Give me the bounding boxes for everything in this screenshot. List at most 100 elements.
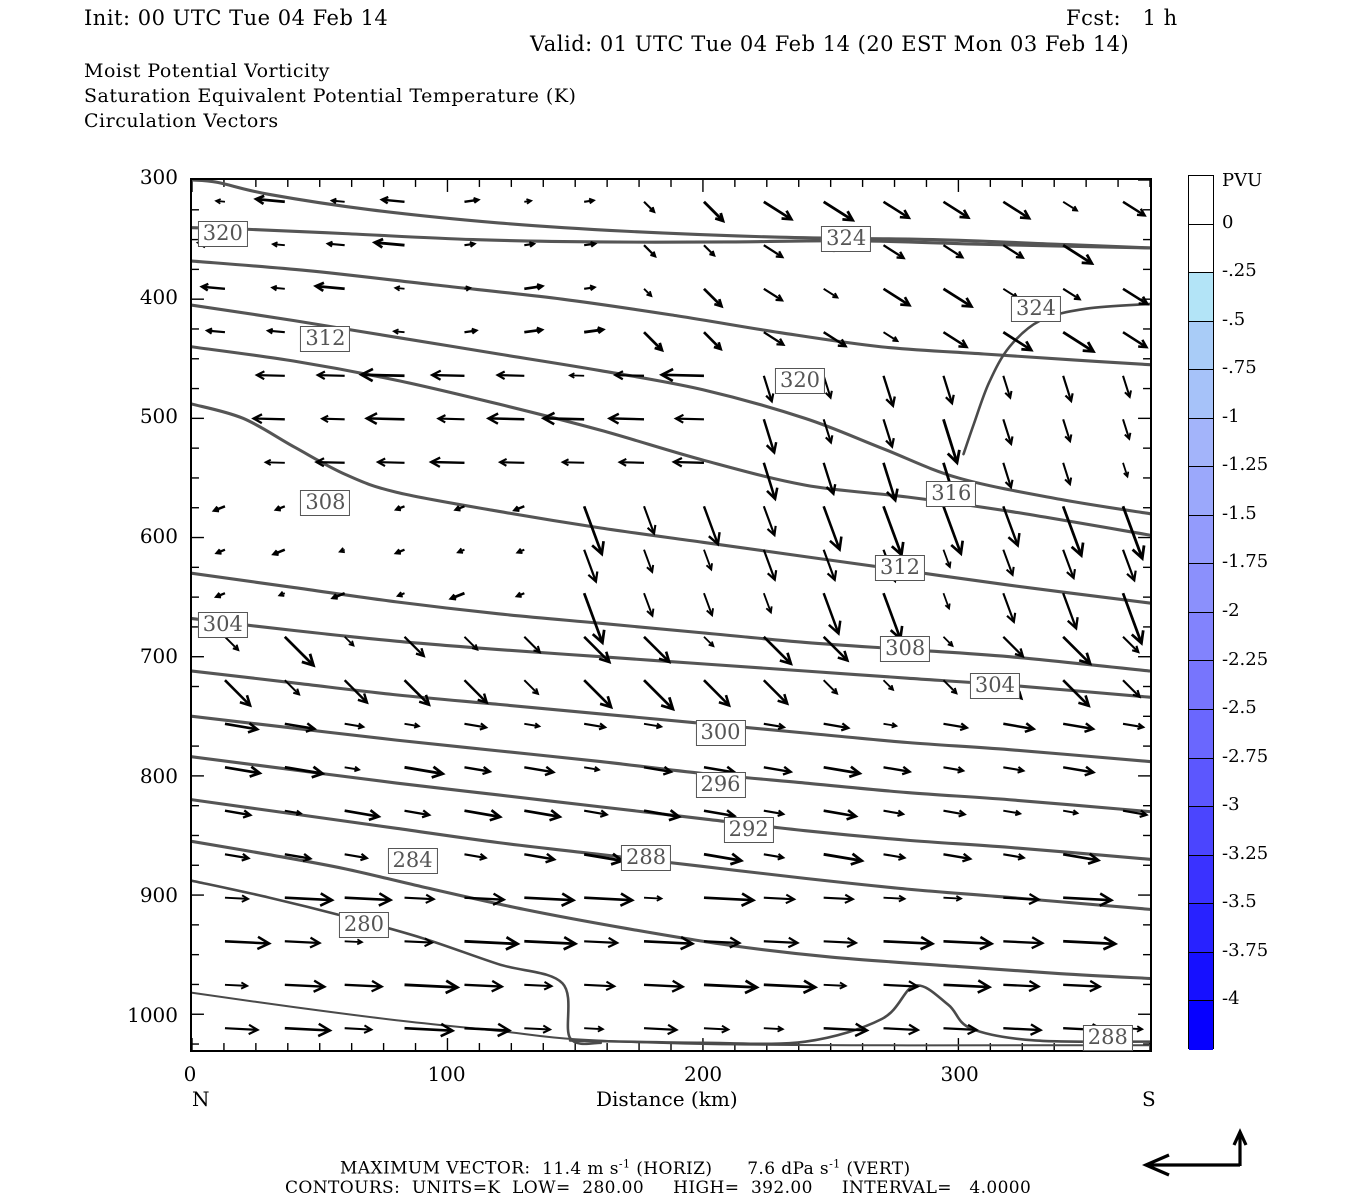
wind-vector [643, 592, 655, 618]
wind-vector [1003, 893, 1042, 906]
wind-vector [942, 636, 954, 648]
wind-vector [1063, 936, 1119, 951]
wind-vector [762, 505, 777, 538]
colorbar-cell [1189, 807, 1213, 856]
wind-vector [1002, 331, 1034, 352]
pvu-colorbar [1188, 175, 1214, 1050]
wind-vector [823, 1022, 870, 1038]
init-time-label: Init: 00 UTC Tue 04 Feb 14 [84, 6, 389, 30]
wind-vector [643, 679, 675, 712]
wind-vector [763, 287, 785, 302]
wind-vector [1062, 635, 1093, 666]
wind-vector [643, 244, 657, 259]
wind-vector [464, 285, 473, 292]
wind-vector [1121, 592, 1145, 646]
colorbar-tick-label: 0 [1222, 211, 1234, 233]
wind-vector [823, 765, 863, 779]
wind-vector [524, 852, 557, 864]
wind-vector [762, 375, 775, 404]
wind-vector [464, 853, 488, 861]
wind-vector [1062, 722, 1096, 733]
wind-vector [1122, 287, 1150, 306]
wind-vector [364, 412, 405, 425]
wind-vector [392, 328, 405, 335]
contour-units: UNITS=K [411, 1178, 501, 1198]
y-tick-label: 300 [139, 165, 178, 189]
wind-vector [404, 765, 446, 779]
wind-vector [1003, 766, 1026, 774]
wind-vector [762, 592, 773, 615]
y-tick-label: 500 [139, 404, 178, 429]
wind-vector [224, 679, 253, 708]
wind-vector [1062, 375, 1074, 404]
wind-vector [883, 765, 913, 776]
contour-label: 320 [774, 368, 826, 395]
x-tick-label: 300 [940, 1062, 979, 1086]
wind-vector [943, 809, 967, 818]
wind-vector [643, 331, 664, 353]
contour-label: 304 [969, 673, 1020, 700]
y-tick-label: 400 [139, 284, 178, 309]
wind-vector [224, 853, 251, 862]
up-arrow-icon [1232, 1128, 1248, 1166]
wind-vector [343, 679, 369, 705]
wind-vector [330, 591, 346, 600]
wind-vector [822, 462, 837, 497]
wind-vector [325, 240, 345, 248]
wind-vector [284, 809, 303, 816]
wind-vector [213, 592, 226, 599]
wind-vector [1002, 592, 1017, 624]
wind-vector [942, 549, 952, 569]
contour-line [962, 302, 1150, 456]
wind-vector [1003, 722, 1037, 734]
wind-vector [583, 326, 606, 335]
wind-vector [495, 370, 525, 381]
colorbar-cell [1189, 321, 1213, 371]
colorbar-tick-label: -2.75 [1222, 745, 1269, 767]
wind-vector [882, 331, 900, 343]
wind-vector [263, 458, 285, 466]
colorbar-tick-label: -2.5 [1222, 697, 1257, 719]
wind-vector [643, 809, 682, 822]
wind-vector [584, 765, 601, 773]
wind-vector [703, 636, 715, 648]
wind-vector [882, 462, 899, 503]
x-axis-left-endpoint-label: N [192, 1087, 210, 1111]
wind-vector [762, 679, 790, 706]
wind-vector [224, 809, 253, 819]
y-tick-label: 900 [139, 883, 178, 908]
wind-vector [1062, 330, 1096, 354]
forecast-hour-label: Fcst: 1 h [1066, 6, 1178, 30]
wind-vector [271, 548, 286, 557]
wind-vector [763, 809, 786, 817]
wind-vector [568, 372, 585, 379]
field-title-line-2: Saturation Equivalent Potential Temperat… [84, 85, 577, 107]
wind-vector [284, 852, 313, 863]
wind-vector [703, 331, 723, 352]
wind-vector [823, 981, 848, 990]
wind-vector [428, 456, 465, 468]
wind-vector [199, 282, 226, 292]
wind-vector [523, 679, 540, 696]
wind-vector [464, 765, 493, 776]
wind-vector [643, 288, 653, 298]
wind-vector [882, 200, 912, 220]
colorbar-cell [1189, 370, 1213, 419]
wind-vector [393, 548, 405, 555]
colorbar-tick-label: -2 [1222, 600, 1240, 621]
wind-vector [883, 809, 906, 817]
wind-vector [882, 287, 912, 307]
wind-vector [1122, 679, 1142, 699]
wind-vector [883, 853, 907, 861]
contour-label: 280 [338, 911, 389, 938]
wind-vector [1121, 505, 1146, 562]
wind-vector [320, 414, 345, 423]
wind-vector [456, 547, 465, 554]
wind-vector [1002, 418, 1014, 447]
contour-line [192, 303, 1150, 516]
wind-vector [584, 980, 617, 992]
wind-vector [524, 283, 545, 291]
wind-vector [1122, 418, 1132, 441]
colorbar-cell [1189, 904, 1213, 953]
contour-line [192, 991, 1150, 1047]
